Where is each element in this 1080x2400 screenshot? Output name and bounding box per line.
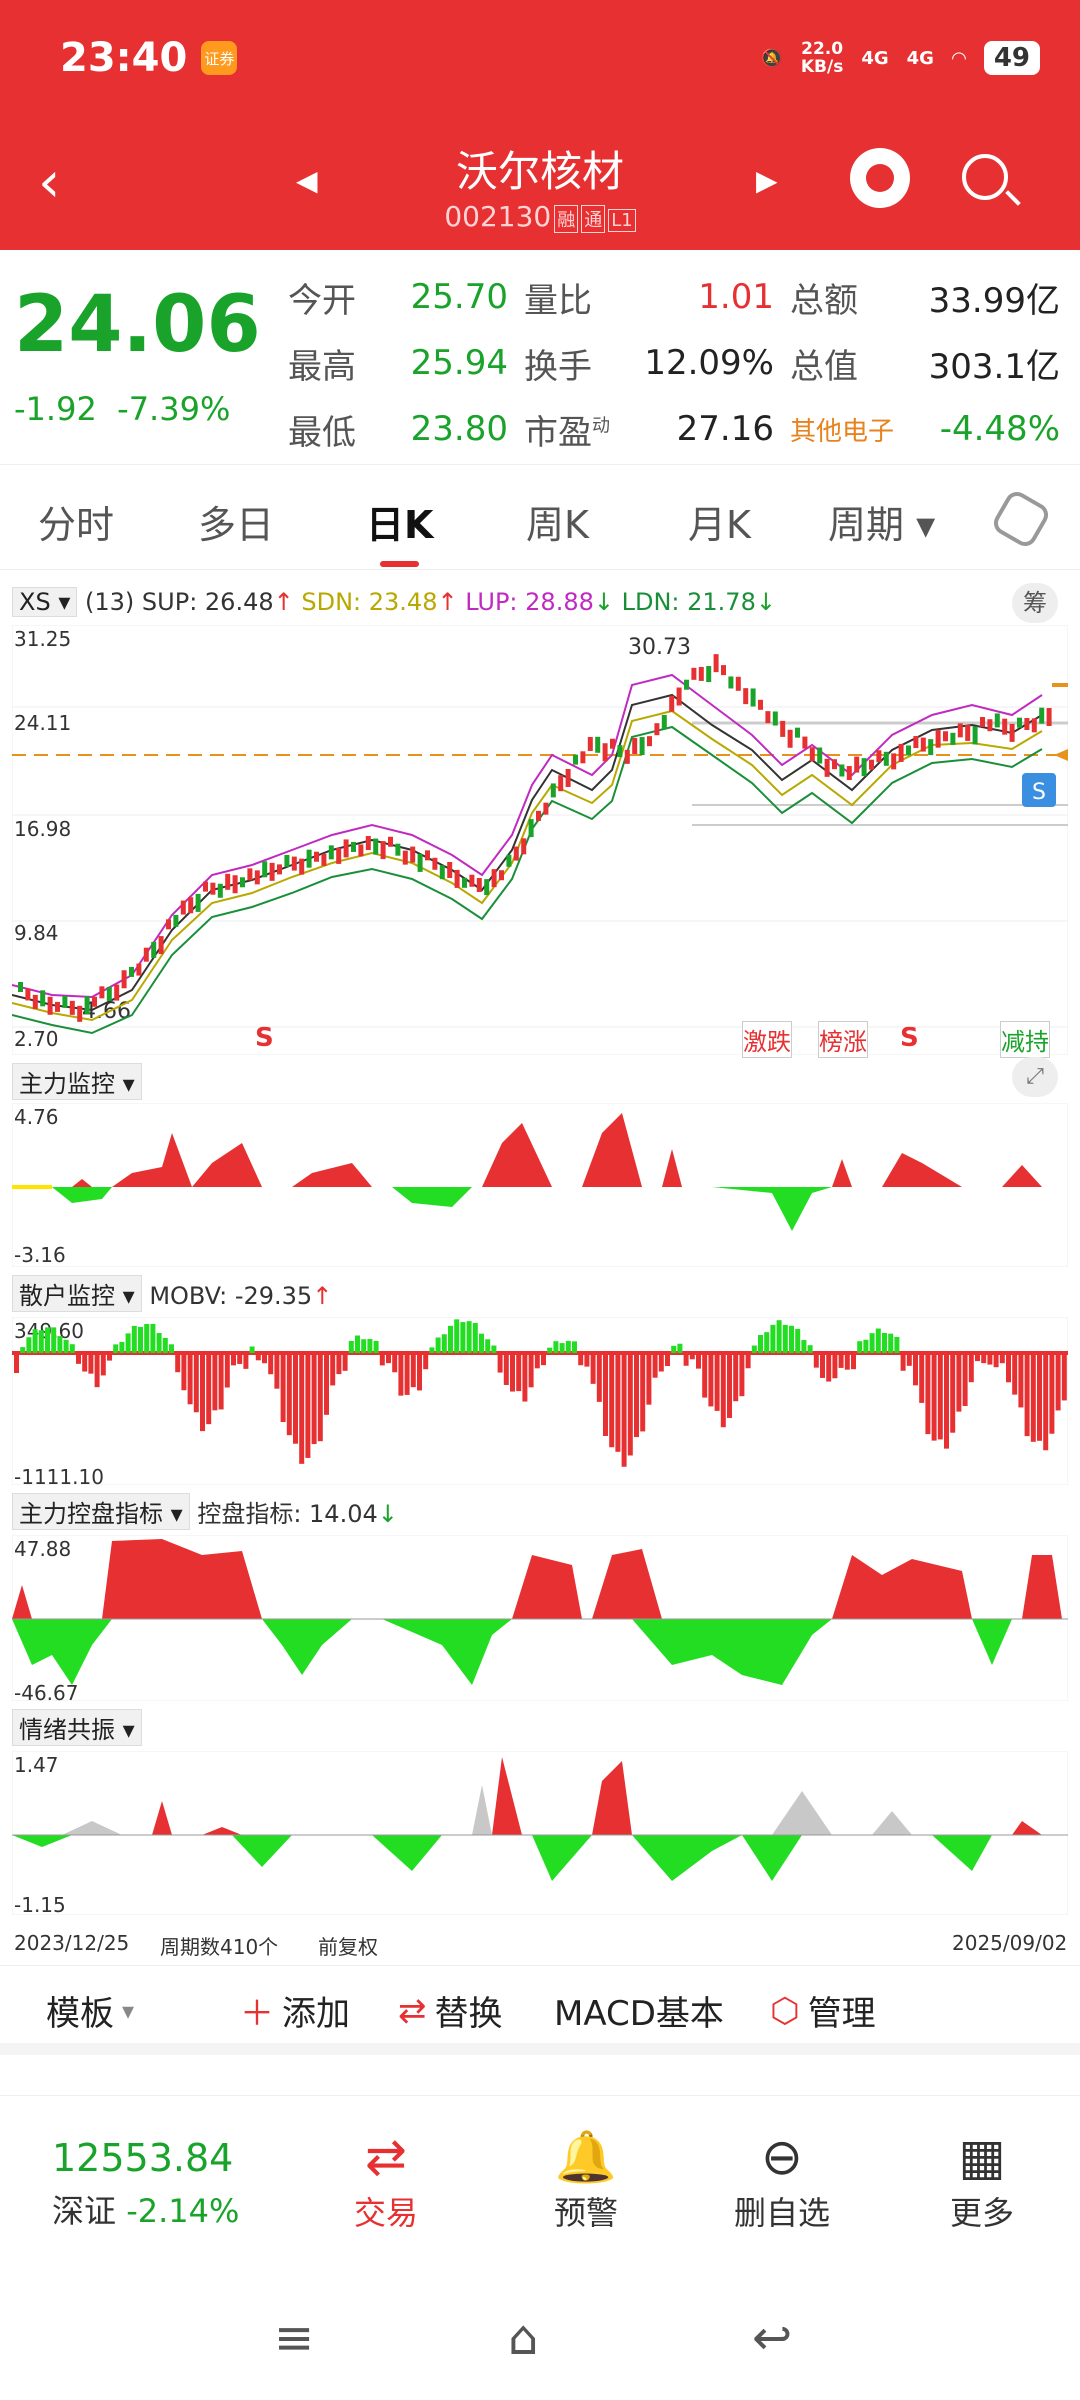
quote-row: 最低 23.80 市盈动 27.16 其他电子 -4.48%	[288, 409, 1060, 453]
bell-icon: 🔔	[554, 2128, 618, 2186]
stock-name: 沃尔核材	[455, 147, 624, 196]
network-speed: 22.0 KB/s	[800, 39, 844, 77]
kline-legend: XS ▾ (13) SUP: 26.48↑ SDN: 23.48↑ LUP: 2…	[12, 587, 776, 617]
stock-code: 002130 融通 L1	[0, 200, 1080, 233]
back-icon[interactable]: ‹	[38, 150, 61, 215]
panel1-legend: 主力监控 ▾	[12, 1063, 142, 1100]
trade-icon: ⇄	[365, 2128, 407, 2186]
chart-area: XS ▾ (13) SUP: 26.48↑ SDN: 23.48↑ LUP: 2…	[0, 575, 1080, 1960]
prev-stock-icon[interactable]: ◀	[296, 164, 318, 197]
index-ticker[interactable]: 12553.84 深证 -2.14%	[52, 2136, 240, 2230]
home-icon[interactable]: ⌂	[508, 2310, 539, 2366]
last-price: 24.06	[14, 280, 261, 370]
battery-icon: 49	[983, 41, 1040, 75]
signal-icon-2: 4G	[906, 47, 934, 69]
tab-period[interactable]: 周期 ▾	[828, 503, 936, 547]
svg-text:S: S	[1032, 780, 1046, 805]
date-start: 2023/12/25	[14, 1931, 130, 1955]
replace-button[interactable]: ⇄ 替换	[398, 1990, 503, 2035]
sector-link[interactable]: 其他电子	[790, 416, 895, 447]
trade-button[interactable]: ⇄ 交易	[316, 2126, 456, 2234]
retail-chart[interactable]	[12, 1317, 1068, 1485]
signal-tag: 减持	[1000, 1021, 1050, 1058]
quote-row: 今开 25.70 量比 1.01 总额 33.99亿	[288, 277, 1060, 321]
chart-tabs: 分时 多日 日K 周K 月K 周期 ▾	[0, 470, 1080, 570]
menu-icon[interactable]: ≡	[274, 2310, 315, 2366]
adjust-mode: 前复权	[318, 1935, 378, 1959]
bottom-bar: 12553.84 深证 -2.14% ⇄ 交易 🔔 预警 ⊖ 删自选 ▦ 更多	[0, 2095, 1080, 2270]
assistant-robot-icon[interactable]	[850, 148, 910, 208]
signal-tag: 激跌	[742, 1021, 792, 1058]
indicator-dropdown[interactable]: XS ▾	[12, 587, 78, 617]
manage-icon: ⬡	[770, 1990, 800, 2031]
clock: 23:40	[60, 35, 188, 81]
quote-panel: 24.06 -1.92 -7.39% 今开 25.70 量比 1.01 总额 33.9…	[0, 250, 1080, 465]
tab-daily-k[interactable]: 日K	[366, 494, 433, 567]
tab-monthly-k[interactable]: 月K	[688, 503, 751, 547]
tab-intraday[interactable]: 分时	[38, 503, 115, 547]
period-count: 周期数410个	[160, 1935, 279, 1959]
panel1-dropdown[interactable]: 主力监控 ▾	[12, 1063, 142, 1100]
panel4-legend: 情绪共振 ▾	[12, 1709, 142, 1746]
tab-weekly-k[interactable]: 周K	[526, 503, 589, 547]
replace-icon: ⇄	[398, 1990, 427, 2031]
signal-icon-1: 4G	[861, 47, 889, 69]
wifi-icon: ◠	[951, 47, 966, 69]
next-stock-icon[interactable]: ▶	[756, 164, 778, 197]
indicator-toolbar: 模板 ▾ ＋添加 ⇄ 替换 MACD基本 ⬡ 管理	[0, 1965, 1080, 2055]
signal-tag: 榜涨	[818, 1021, 868, 1058]
header: 23:40 证券 🔕 22.0 KB/s 4G 4G ◠ 49 ‹ ◀ 沃尔核材 …	[0, 0, 1080, 250]
panel2-legend: 散户监控 ▾ MOBV: -29.35↑	[12, 1275, 332, 1312]
more-button[interactable]: ▦ 更多	[912, 2126, 1052, 2234]
panel3-legend: 主力控盘指标 ▾ 控盘指标: 14.04↓	[12, 1493, 398, 1530]
sentiment-chart[interactable]	[12, 1751, 1068, 1915]
minus-circle-icon: ⊖	[761, 2128, 803, 2186]
system-nav: ≡ ⌂ ↩	[0, 2290, 1080, 2380]
quote-row: 最高 25.94 换手 12.09% 总值 303.1亿	[288, 343, 1060, 387]
plus-icon: ＋	[240, 1994, 274, 2034]
kline-chart[interactable]: S	[12, 625, 1068, 1055]
manage-button[interactable]: ⬡ 管理	[770, 1990, 876, 2035]
main-force-chart[interactable]	[12, 1103, 1068, 1267]
app-badge-icon: 证券	[201, 41, 238, 75]
template-button[interactable]: 模板 ▾	[46, 1994, 135, 2034]
back-nav-icon[interactable]: ↩	[752, 2310, 793, 2366]
control-chart[interactable]	[12, 1535, 1068, 1701]
status-bar: 23:40 证券 🔕 22.0 KB/s 4G 4G ◠ 49	[60, 30, 1040, 86]
grid-icon: ▦	[958, 2128, 1006, 2186]
nav-bar: ‹ ◀ 沃尔核材 002130 融通 L1 ▶	[0, 130, 1080, 240]
expand-icon[interactable]: ⤢	[1012, 1057, 1058, 1097]
panel4-dropdown[interactable]: 情绪共振 ▾	[12, 1709, 142, 1746]
macd-button[interactable]: MACD基本	[554, 1994, 724, 2034]
search-icon[interactable]	[962, 154, 1008, 200]
price-change: -1.92 -7.39%	[14, 390, 231, 428]
panel2-dropdown[interactable]: 散户监控 ▾	[12, 1275, 142, 1312]
delete-watchlist-button[interactable]: ⊖ 删自选	[712, 2126, 852, 2234]
sell-signal: S	[900, 1023, 919, 1053]
sell-signal: S	[255, 1023, 274, 1053]
mute-icon: 🔕	[760, 47, 783, 69]
alert-button[interactable]: 🔔 预警	[516, 2126, 656, 2234]
date-end: 2025/09/02	[952, 1931, 1068, 1955]
chip-distribution-button[interactable]: 筹	[1012, 583, 1058, 623]
panel3-dropdown[interactable]: 主力控盘指标 ▾	[12, 1493, 190, 1530]
settings-icon[interactable]	[989, 487, 1053, 551]
add-button[interactable]: ＋添加	[240, 1986, 350, 2035]
tab-multiday[interactable]: 多日	[198, 503, 275, 547]
